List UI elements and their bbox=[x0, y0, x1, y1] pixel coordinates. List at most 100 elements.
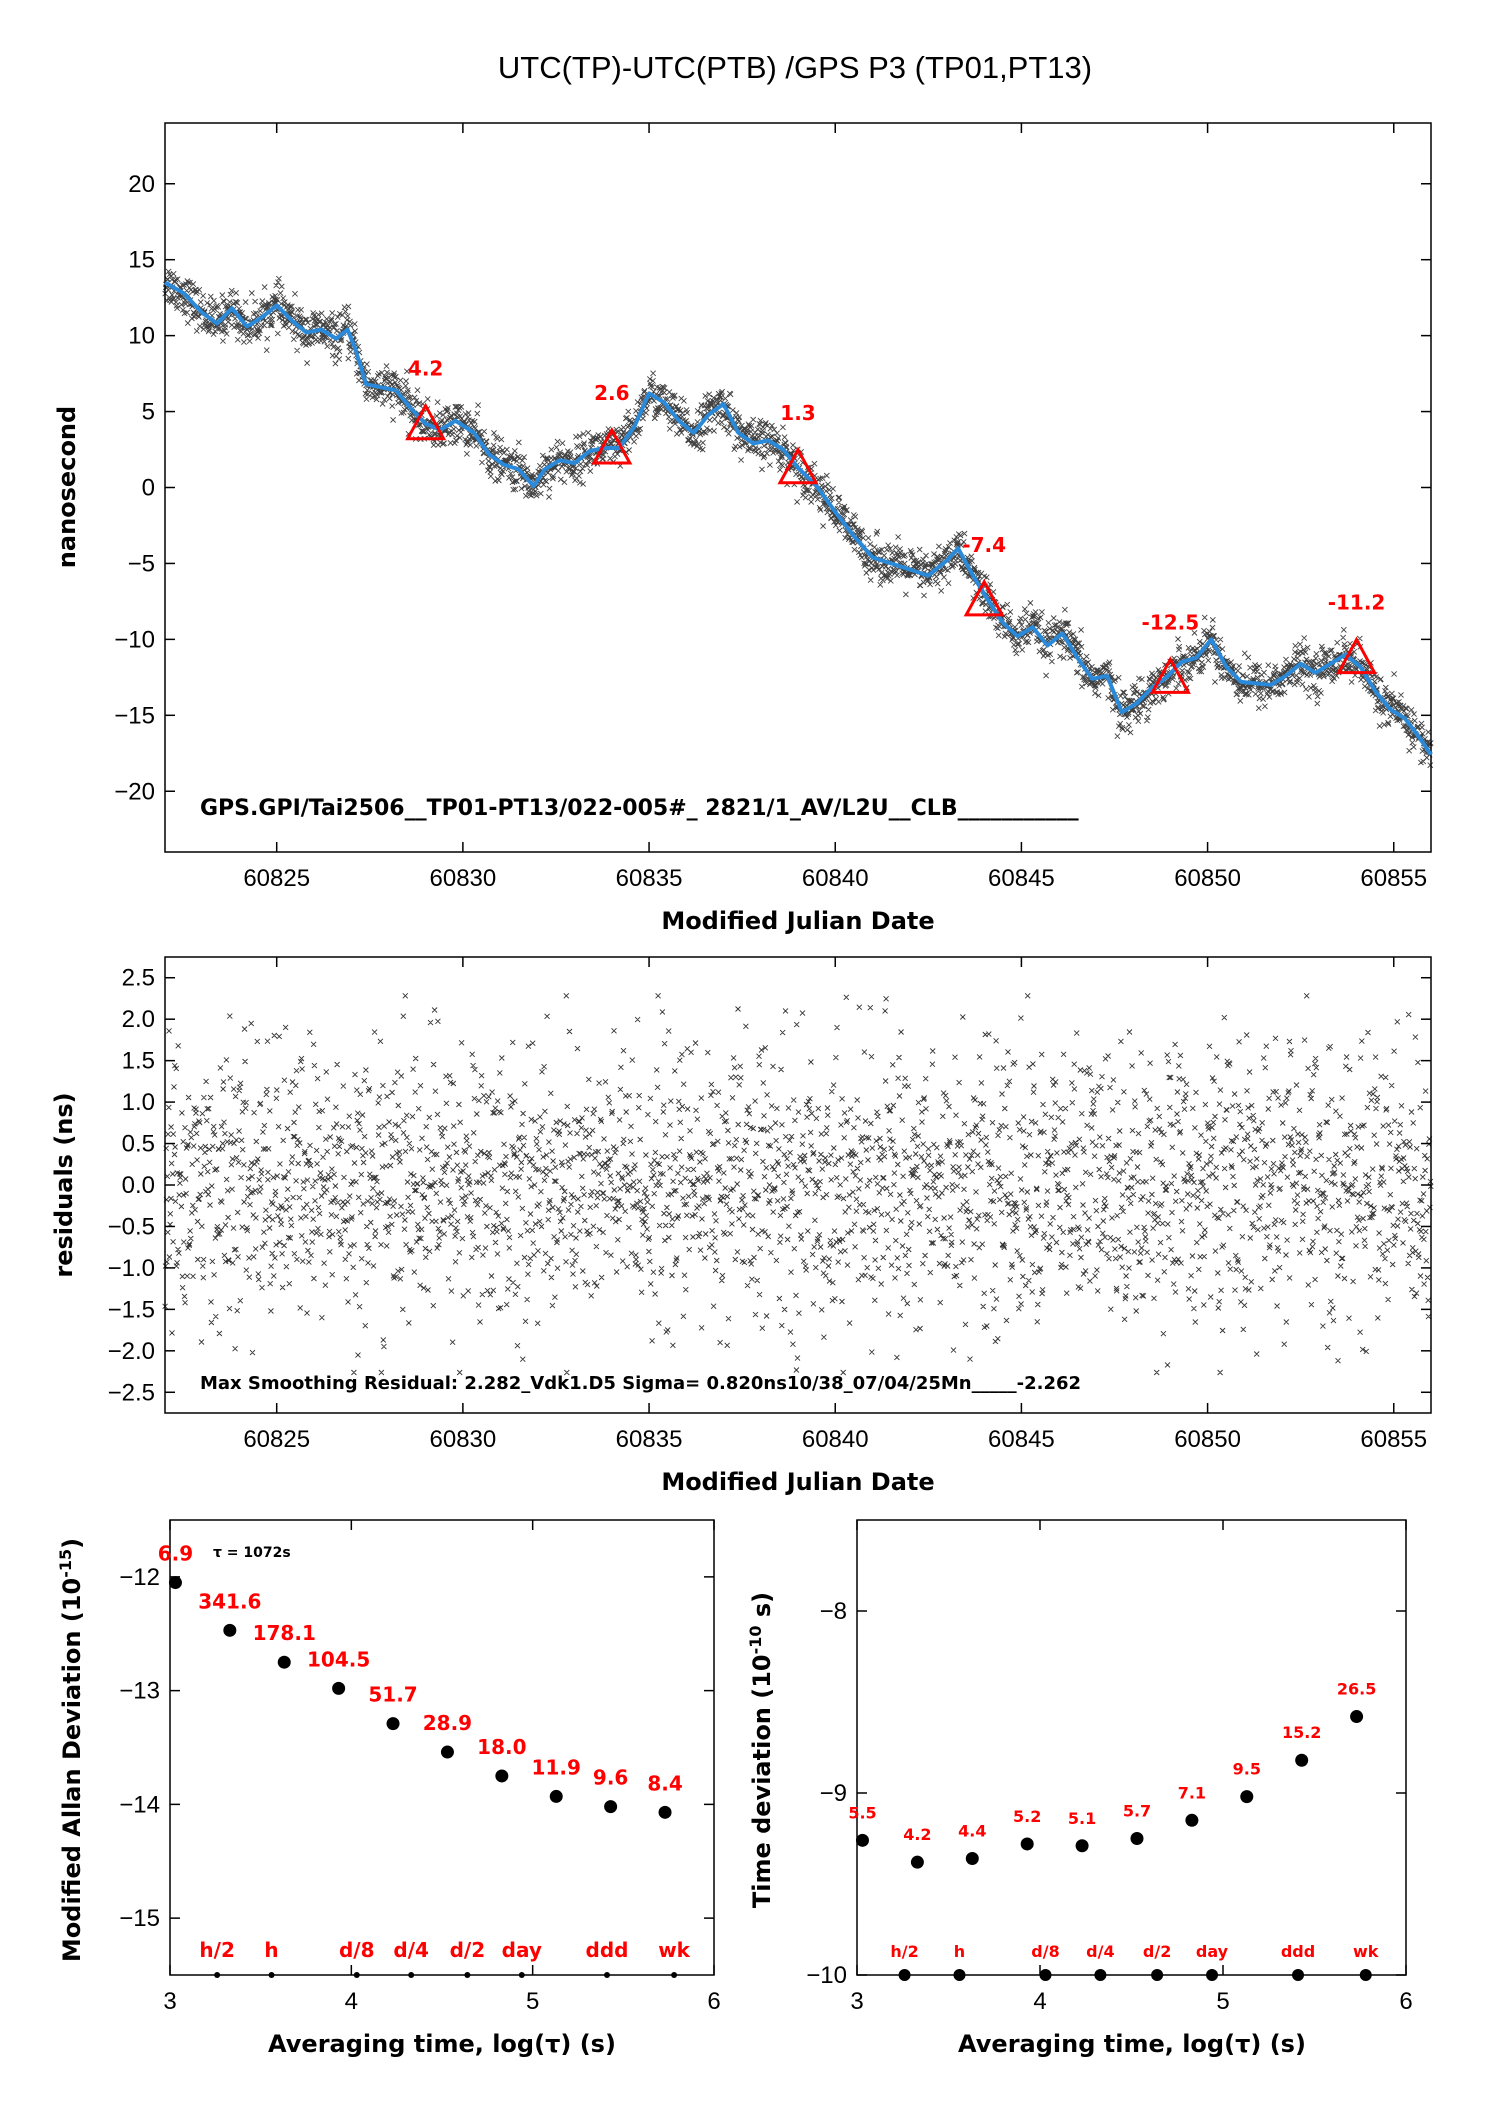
x-tick-label: 5 bbox=[1216, 1988, 1229, 2015]
y-axis-label: Time deviation (10-10 s) bbox=[746, 1592, 776, 1908]
y-tick-label: −15 bbox=[114, 702, 155, 729]
deviation-point bbox=[1240, 1790, 1254, 1804]
time-marker-label: wk bbox=[658, 1938, 690, 1962]
triangle-marker bbox=[1336, 636, 1378, 675]
main-time-series-panel: Modified Julian Date nanosecond GPS.GPI/… bbox=[53, 122, 1434, 935]
point-label: 4.4 bbox=[958, 1822, 986, 1841]
time-marker-label: d/4 bbox=[393, 1938, 429, 1962]
point-label: 26.5 bbox=[1337, 1680, 1376, 1699]
x-tick-label: 60830 bbox=[430, 1426, 497, 1453]
point-label: 15.2 bbox=[1282, 1723, 1321, 1742]
x-tick-label: 6 bbox=[707, 1988, 720, 2015]
triangle-marker bbox=[777, 446, 819, 485]
marker-label: 2.6 bbox=[594, 381, 629, 405]
x-axis-label: Averaging time, log(τ) (s) bbox=[268, 2030, 616, 2058]
triangle-marker bbox=[963, 578, 1005, 617]
x-tick-label: 60850 bbox=[1174, 1426, 1241, 1453]
point-label: 28.9 bbox=[423, 1711, 472, 1735]
x-tick-label: 3 bbox=[163, 1988, 176, 2015]
x-tick-label: 60840 bbox=[802, 865, 869, 892]
marker-label: -12.5 bbox=[1142, 610, 1200, 634]
time-marker-dot bbox=[604, 1972, 611, 1978]
time-marker-dot bbox=[1151, 1969, 1164, 1981]
residual-points bbox=[162, 992, 1434, 1376]
y-tick-label: −1.0 bbox=[108, 1255, 155, 1282]
y-tick-label: −20 bbox=[114, 778, 155, 805]
deviation-point bbox=[1350, 1710, 1364, 1724]
y-tick-label: −5 bbox=[128, 550, 155, 577]
time-marker-label: d/8 bbox=[339, 1938, 375, 1962]
x-tick-label: 60825 bbox=[243, 865, 310, 892]
point-label: 178.1 bbox=[253, 1621, 316, 1645]
y-tick-label: 20 bbox=[128, 171, 155, 198]
time-marker-dot bbox=[464, 1972, 471, 1978]
deviation-point bbox=[910, 1855, 924, 1869]
time-marker-dot bbox=[671, 1972, 678, 1978]
residuals-panel: Modified Julian Date residuals (ns) Max … bbox=[50, 956, 1434, 1496]
point-label: 8.4 bbox=[647, 1771, 682, 1795]
time-marker-dot bbox=[353, 1972, 360, 1978]
x-tick-label: 5 bbox=[526, 1988, 539, 2015]
y-tick-label: 0.5 bbox=[122, 1131, 155, 1158]
triangle-marker bbox=[405, 402, 447, 441]
info-text: Max Smoothing Residual: 2.282_Vdk1.D5 Si… bbox=[200, 1373, 1081, 1394]
time-marker-dot bbox=[1359, 1969, 1372, 1981]
x-tick-label: 60825 bbox=[243, 1426, 310, 1453]
deviation-point bbox=[495, 1769, 509, 1783]
time-marker-label: ddd bbox=[586, 1938, 629, 1962]
time-marker-dot bbox=[1206, 1969, 1219, 1981]
x-tick-label: 60850 bbox=[1174, 865, 1241, 892]
y-axis-label-sup: -15 bbox=[56, 1549, 75, 1578]
time-marker-dot bbox=[408, 1972, 415, 1978]
y-tick-label: −13 bbox=[119, 1678, 160, 1705]
y-tick-label: 1.0 bbox=[122, 1089, 155, 1116]
time-marker-label: d/8 bbox=[1031, 1942, 1059, 1961]
time-marker-dot bbox=[518, 1972, 525, 1978]
smoothed-line bbox=[164, 280, 1433, 756]
point-label: 11.9 bbox=[532, 1755, 581, 1779]
y-axis-label-main: Time deviation (10 bbox=[748, 1654, 776, 1908]
deviation-point bbox=[168, 1576, 182, 1590]
deviation-point bbox=[277, 1655, 291, 1669]
deviation-point bbox=[223, 1623, 237, 1637]
point-label: 104.5 bbox=[307, 1647, 370, 1671]
point-label: 5.1 bbox=[1068, 1809, 1096, 1828]
deviation-point bbox=[440, 1745, 454, 1759]
marker-label: 4.2 bbox=[408, 357, 443, 381]
marker-label: -11.2 bbox=[1328, 591, 1386, 615]
point-label: 6.9 bbox=[158, 1542, 193, 1566]
point-label: 9.5 bbox=[1233, 1760, 1261, 1779]
y-tick-label: 0 bbox=[142, 475, 155, 502]
marker-label: 1.3 bbox=[780, 401, 815, 425]
time-marker-label: h/2 bbox=[890, 1942, 918, 1961]
y-tick-label: −1.5 bbox=[108, 1296, 155, 1323]
time-marker-dot bbox=[268, 1972, 275, 1978]
deviation-point bbox=[658, 1805, 672, 1819]
deviation-point bbox=[1020, 1837, 1034, 1851]
info-text: GPS.GPI/Tai2506__TP01-PT13/022-005#_ 282… bbox=[200, 796, 1079, 821]
x-tick-label: 4 bbox=[1033, 1988, 1046, 2015]
plot-frame bbox=[856, 1519, 1407, 1976]
y-axis-label: nanosecond bbox=[53, 406, 81, 568]
y-tick-label: −9 bbox=[820, 1780, 847, 1807]
y-tick-label: −8 bbox=[820, 1598, 847, 1625]
time-marker-label: ddd bbox=[1281, 1942, 1315, 1961]
y-tick-label: 0.0 bbox=[122, 1172, 155, 1199]
y-axis-label-main: Modified Allan Deviation (10 bbox=[58, 1578, 86, 1962]
y-tick-label: 2.5 bbox=[122, 965, 155, 992]
deviation-point bbox=[965, 1852, 979, 1866]
point-label: 7.1 bbox=[1178, 1783, 1206, 1802]
x-tick-label: 3 bbox=[850, 1988, 863, 2015]
x-tick-label: 60855 bbox=[1360, 1426, 1427, 1453]
point-label: 4.2 bbox=[903, 1825, 931, 1844]
y-axis-label-end: s) bbox=[748, 1592, 776, 1626]
y-tick-label: 15 bbox=[128, 247, 155, 274]
time-marker-label: d/2 bbox=[450, 1938, 486, 1962]
y-axis-label: residuals (ns) bbox=[50, 1092, 78, 1277]
x-tick-label: 60830 bbox=[430, 865, 497, 892]
deviation-point bbox=[1075, 1839, 1089, 1853]
x-tick-label: 60840 bbox=[802, 1426, 869, 1453]
tau-note: τ = 1072s bbox=[213, 1545, 291, 1561]
deviation-point bbox=[332, 1681, 346, 1695]
